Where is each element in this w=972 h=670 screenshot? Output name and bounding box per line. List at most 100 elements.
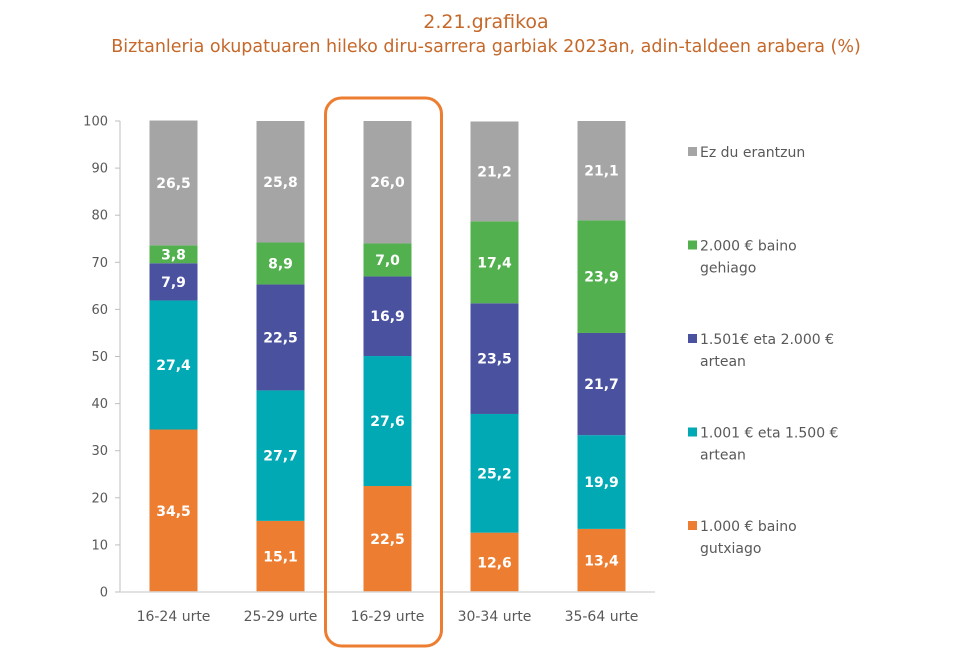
y-tick-label: 30 <box>91 444 108 459</box>
x-axis: 16-24 urte 25-29 urte 16-29 urte 30-34 urte… <box>120 591 655 625</box>
legend-label: gehiago <box>700 261 756 277</box>
y-tick-label: 50 <box>91 350 108 365</box>
legend-label: Ez du erantzun <box>700 145 805 161</box>
y-tick-label: 40 <box>91 397 108 412</box>
bar-segment <box>577 332 626 436</box>
bar-stack: 13,4 19,9 21,7 23,9 21,1 <box>577 121 626 592</box>
data-label: 13,4 <box>584 553 619 569</box>
data-label: 22,5 <box>263 330 298 346</box>
highlight-frame <box>324 96 443 648</box>
data-label: 26,0 <box>370 175 405 191</box>
bar-segment <box>149 245 198 264</box>
legend-swatch <box>688 521 697 530</box>
bar-segment <box>470 303 519 414</box>
data-label: 15,1 <box>263 549 298 565</box>
bar-segment <box>363 486 412 592</box>
y-tick-label: 60 <box>91 303 108 318</box>
x-tick-label: 35-64 urte <box>565 609 639 625</box>
bar-segment <box>256 242 305 285</box>
x-tick-label: 16-24 urte <box>137 609 211 625</box>
bar-segment <box>470 413 519 533</box>
legend-item: Ez du erantzun <box>688 145 805 161</box>
legend: Ez du erantzun 2.000 € baino gehiago 1.501… <box>688 145 838 557</box>
bar-stack: 34,5 27,4 7,9 3,8 26,5 <box>149 120 198 592</box>
bar-segment <box>470 121 519 222</box>
data-label: 26,5 <box>156 176 191 192</box>
data-label: 7,9 <box>161 275 186 291</box>
data-label: 25,8 <box>263 175 298 191</box>
legend-label: 1.000 € baino <box>700 519 797 535</box>
y-axis: 0 10 20 30 40 50 60 70 80 90 100 <box>83 115 121 601</box>
data-label: 3,8 <box>161 247 186 263</box>
bar-segment <box>149 300 198 430</box>
bar-segment <box>256 284 305 391</box>
bar-segment <box>256 390 305 521</box>
chart-title-block: 2.21.grafikoa Biztanleria okupatuaren hi… <box>0 10 972 60</box>
bar-segment <box>363 276 412 357</box>
legend-label: artean <box>700 354 746 370</box>
data-label: 27,6 <box>370 414 405 430</box>
data-label: 34,5 <box>156 504 191 520</box>
x-tick-label: 25-29 urte <box>244 609 318 625</box>
bar-stack: 12,6 25,2 23,5 17,4 21,2 <box>470 121 519 592</box>
bar-segment <box>363 356 412 487</box>
legend-label: 1.001 € eta 1.500 € <box>700 426 838 442</box>
legend-item: 1.501€ eta 2.000 € artean <box>688 332 834 370</box>
bar-segment <box>577 121 626 221</box>
bar-segment <box>256 520 305 592</box>
bar-segment <box>470 532 519 592</box>
legend-item: 2.000 € baino gehiago <box>688 239 797 277</box>
legend-label: artean <box>700 448 746 464</box>
legend-swatch <box>688 427 697 437</box>
legend-item: 1.001 € eta 1.500 € artean <box>688 426 838 464</box>
data-label: 12,6 <box>477 555 512 571</box>
chart-title: 2.21.grafikoa <box>423 11 549 33</box>
legend-swatch <box>688 240 697 250</box>
bar-stack: 15,1 27,7 22,5 8,9 25,8 <box>256 121 305 592</box>
bar-segment <box>363 121 412 244</box>
data-label: 7,0 <box>375 253 400 269</box>
data-label: 23,5 <box>477 352 512 368</box>
data-label: 8,9 <box>268 256 293 272</box>
y-tick-label: 0 <box>100 586 108 601</box>
y-tick-label: 10 <box>91 538 108 553</box>
data-label: 21,1 <box>584 164 619 180</box>
bars: 34,5 27,4 7,9 3,8 26,5 15,1 27,7 22,5 8,9 25,8 22,… <box>149 120 626 592</box>
y-tick-label: 20 <box>91 491 108 506</box>
data-label: 23,9 <box>584 270 619 286</box>
bar-segment <box>363 243 412 277</box>
bar-segment <box>149 429 198 592</box>
data-label: 16,9 <box>370 309 405 325</box>
bar-segment <box>577 220 626 333</box>
legend-label: 1.501€ eta 2.000 € <box>700 332 834 348</box>
data-label: 27,4 <box>156 358 191 374</box>
data-label: 21,2 <box>477 164 512 180</box>
highlight-frame-layer <box>324 96 443 648</box>
x-tick-label: 16-29 urte <box>351 609 425 625</box>
bar-segment <box>577 435 626 529</box>
legend-swatch <box>688 147 697 156</box>
bar-segment <box>149 120 198 246</box>
legend-label: gutxiago <box>700 541 761 557</box>
y-tick-label: 80 <box>91 209 108 224</box>
bar-stack: 22,5 27,6 16,9 7,0 26,0 <box>363 121 412 592</box>
y-tick-label: 100 <box>83 115 108 130</box>
data-label: 21,7 <box>584 377 619 393</box>
bar-segment <box>256 121 305 243</box>
data-label: 27,7 <box>263 449 298 465</box>
data-label: 25,2 <box>477 466 512 482</box>
y-tick-label: 70 <box>91 256 108 271</box>
legend-label: 2.000 € baino <box>700 239 797 255</box>
x-tick-label: 30-34 urte <box>458 609 532 625</box>
legend-swatch <box>688 334 697 343</box>
y-tick-label: 90 <box>91 162 108 177</box>
data-label: 19,9 <box>584 475 619 491</box>
chart-subtitle: Biztanleria okupatuaren hileko diru-sarr… <box>111 37 861 57</box>
bar-segment <box>577 528 626 592</box>
bar-segment <box>149 263 198 301</box>
legend-item: 1.000 € baino gutxiago <box>688 519 797 557</box>
data-label: 17,4 <box>477 255 512 271</box>
data-label: 22,5 <box>370 532 405 548</box>
bar-segment <box>470 221 519 304</box>
